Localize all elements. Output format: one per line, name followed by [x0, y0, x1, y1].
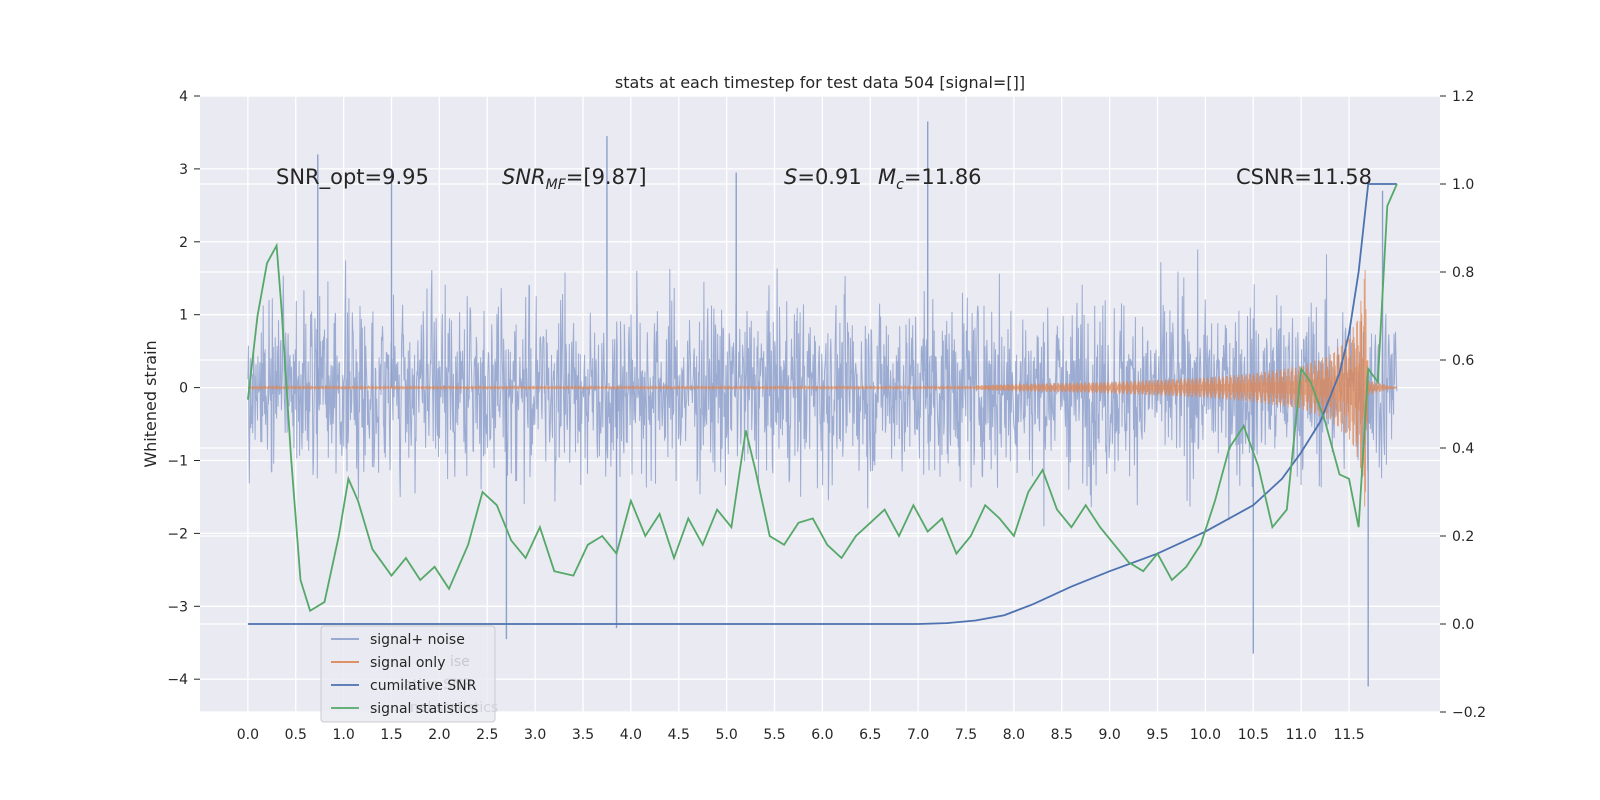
x-tick-label: 2.0 [428, 727, 450, 743]
x-tick-label: 2.5 [476, 727, 498, 743]
y-tick-label: 3 [179, 162, 188, 178]
mc-subscript: c [896, 177, 904, 193]
legend-ghost-3: nal statistics [410, 700, 498, 716]
x-tick-label: 7.0 [907, 727, 929, 743]
signal-trace [247, 269, 1398, 507]
x-tick-label: 1.5 [380, 727, 402, 743]
y-tick-label: −4 [167, 672, 188, 688]
snr-mf-annotation: SNRMF=[9.87] [502, 165, 647, 193]
y2-tick-label: 0.0 [1452, 617, 1474, 633]
x-tick-label: 9.0 [1099, 727, 1121, 743]
legend: ise lative SNR nal statistics signal+ no… [320, 625, 498, 723]
y-tick-label: −2 [167, 526, 188, 542]
snr-mf-main: SNR [502, 165, 546, 189]
y-tick-label: −1 [167, 453, 188, 469]
y2-tick-label: 1.0 [1452, 177, 1474, 193]
x-tick-label: 8.5 [1051, 727, 1073, 743]
s-symbol: S [784, 165, 797, 189]
x-tick-label: 3.0 [524, 727, 546, 743]
y-tick-label: 2 [179, 235, 188, 251]
x-tick-label: 5.5 [763, 727, 785, 743]
x-tick-label: 4.5 [668, 727, 690, 743]
y2-tick-label: 0.4 [1452, 441, 1474, 457]
mc-annotation: Mc=11.86 [878, 165, 982, 193]
chart-title: stats at each timestep for test data 504… [615, 73, 1025, 92]
y2-tick-label: 0.2 [1452, 529, 1474, 545]
s-value: =0.91 [797, 165, 861, 189]
legend-label-cumulative: cumilative SNR [370, 678, 477, 694]
y2-tick-label: 1.2 [1452, 89, 1474, 105]
x-tick-label: 8.0 [1003, 727, 1025, 743]
noise-trace [247, 249, 1398, 527]
signal-only-series [247, 269, 1398, 507]
cumulative-snr-line [247, 183, 1397, 625]
y-tick-label: 1 [179, 308, 188, 324]
legend-label-noise: signal+ noise [370, 632, 465, 648]
x-tick-label: 3.5 [572, 727, 594, 743]
csnr-annotation: CSNR=11.58 [1236, 165, 1372, 189]
right-y-ticks: 1.2 1.0 0.8 0.6 0.4 0.2 0.0 −0.2 [1440, 89, 1486, 721]
mc-value: =11.86 [904, 165, 982, 189]
s-annotation: S=0.91 [784, 165, 862, 189]
legend-label-signal: signal only [370, 655, 445, 671]
x-tick-label: 0.0 [237, 727, 259, 743]
x-tick-label: 0.5 [285, 727, 307, 743]
y2-tick-label: 0.8 [1452, 265, 1474, 281]
y2-tick-label: 0.6 [1452, 353, 1474, 369]
y-axis-label: Whitened strain [141, 340, 160, 467]
x-tick-label: 11.0 [1286, 727, 1317, 743]
left-y-ticks: 4 3 2 1 0 −1 −2 −3 −4 [167, 89, 200, 688]
snr-mf-subscript: MF [546, 177, 567, 193]
legend-box [320, 625, 496, 723]
x-tick-label: 1.0 [332, 727, 354, 743]
legend-ghost-1: ise [450, 654, 470, 670]
mc-symbol: M [878, 165, 896, 189]
x-tick-label: 10.5 [1238, 727, 1269, 743]
snr-mf-value: =[9.87] [566, 165, 647, 189]
y2-tick-label: −0.2 [1452, 705, 1486, 721]
signal-statistics-line [247, 183, 1398, 613]
x-tick-label: 11.5 [1333, 727, 1364, 743]
legend-ghost-2: lative SNR [400, 677, 473, 693]
y-tick-label: 0 [179, 381, 188, 397]
y-tick-label: 4 [179, 89, 188, 105]
x-tick-label: 7.5 [955, 727, 977, 743]
legend-label-statistics: signal statistics [370, 701, 478, 717]
snr-opt-annotation: SNR_opt=9.95 [276, 165, 429, 190]
x-tick-label: 4.0 [620, 727, 642, 743]
x-tick-label: 10.0 [1190, 727, 1221, 743]
x-tick-label: 6.5 [859, 727, 881, 743]
x-tick-label: 9.5 [1146, 727, 1168, 743]
y-tick-label: −3 [167, 599, 188, 615]
x-tick-label: 5.0 [716, 727, 738, 743]
x-ticks: 0.0 0.5 1.0 1.5 2.0 2.5 3.0 3.5 4.0 4.5 5.0 5.5 6.0 6… [237, 727, 1365, 743]
x-tick-label: 6.0 [811, 727, 833, 743]
